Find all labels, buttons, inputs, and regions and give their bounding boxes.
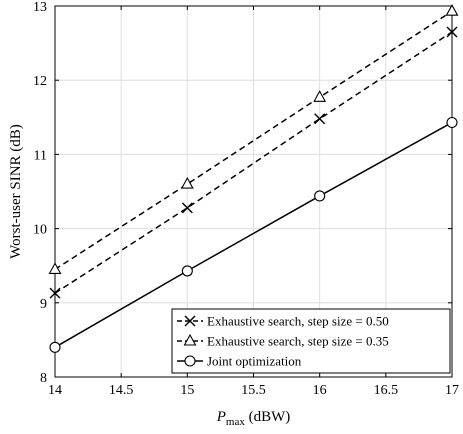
series-layer <box>48 4 459 353</box>
x-tick-label: 16 <box>313 383 327 398</box>
data-point <box>313 90 327 102</box>
x-tick-label: 15.5 <box>241 383 266 398</box>
y-tick-label: 11 <box>34 148 47 163</box>
data-point <box>181 265 193 277</box>
data-point <box>445 4 459 16</box>
data-point <box>180 176 194 189</box>
legend-box <box>171 308 451 374</box>
y-axis-ticks: 8 9 10 11 12 13 <box>33 0 452 386</box>
x-tick-label: 15 <box>180 383 194 398</box>
series-2 <box>48 4 459 274</box>
legend-marker <box>183 333 197 346</box>
data-point <box>49 341 61 353</box>
x-tick-label: 16.5 <box>374 383 399 398</box>
legend-marker <box>184 355 196 367</box>
legend-marker <box>184 315 196 327</box>
y-tick-label: 9 <box>40 297 47 312</box>
legend: Exhaustive search, step size = 0.50 Exhau… <box>171 308 451 374</box>
y-tick-label: 13 <box>33 0 47 15</box>
x-tick-label: 14 <box>48 383 62 398</box>
series-line <box>54 121 453 348</box>
y-axis-label: Worst-user SINR (dB) <box>8 124 24 259</box>
legend-entry: Exhaustive search, step size = 0.35 <box>177 334 389 349</box>
legend-label: Exhaustive search, step size = 0.35 <box>207 334 389 349</box>
x-axis-label: Pmax (dBW) <box>216 409 291 428</box>
data-point <box>314 113 326 125</box>
x-axis-label-sub: max <box>226 416 245 428</box>
data-point <box>49 287 61 299</box>
y-tick-label: 8 <box>40 371 47 386</box>
series-line <box>54 10 453 271</box>
series-3 <box>49 116 458 353</box>
x-axis-ticks: 14 14.5 15 15.5 16 16.5 17 <box>48 6 459 398</box>
data-point <box>181 202 193 214</box>
data-point <box>314 190 326 202</box>
data-point <box>48 262 62 274</box>
x-tick-label: 14.5 <box>109 383 134 398</box>
legend-label: Joint optimization <box>207 354 302 369</box>
legend-entry: Joint optimization <box>177 354 302 369</box>
y-tick-label: 10 <box>33 223 47 238</box>
x-axis-label-unit: (dBW) <box>245 409 290 425</box>
data-point <box>446 26 458 38</box>
series-1 <box>49 26 458 299</box>
x-tick-label: 17 <box>445 383 459 398</box>
legend-entry: Exhaustive search, step size = 0.50 <box>177 314 389 329</box>
data-point <box>446 116 458 129</box>
y-tick-label: 12 <box>33 74 47 89</box>
legend-label: Exhaustive search, step size = 0.50 <box>207 314 389 329</box>
x-axis-label-main: P <box>216 409 226 425</box>
